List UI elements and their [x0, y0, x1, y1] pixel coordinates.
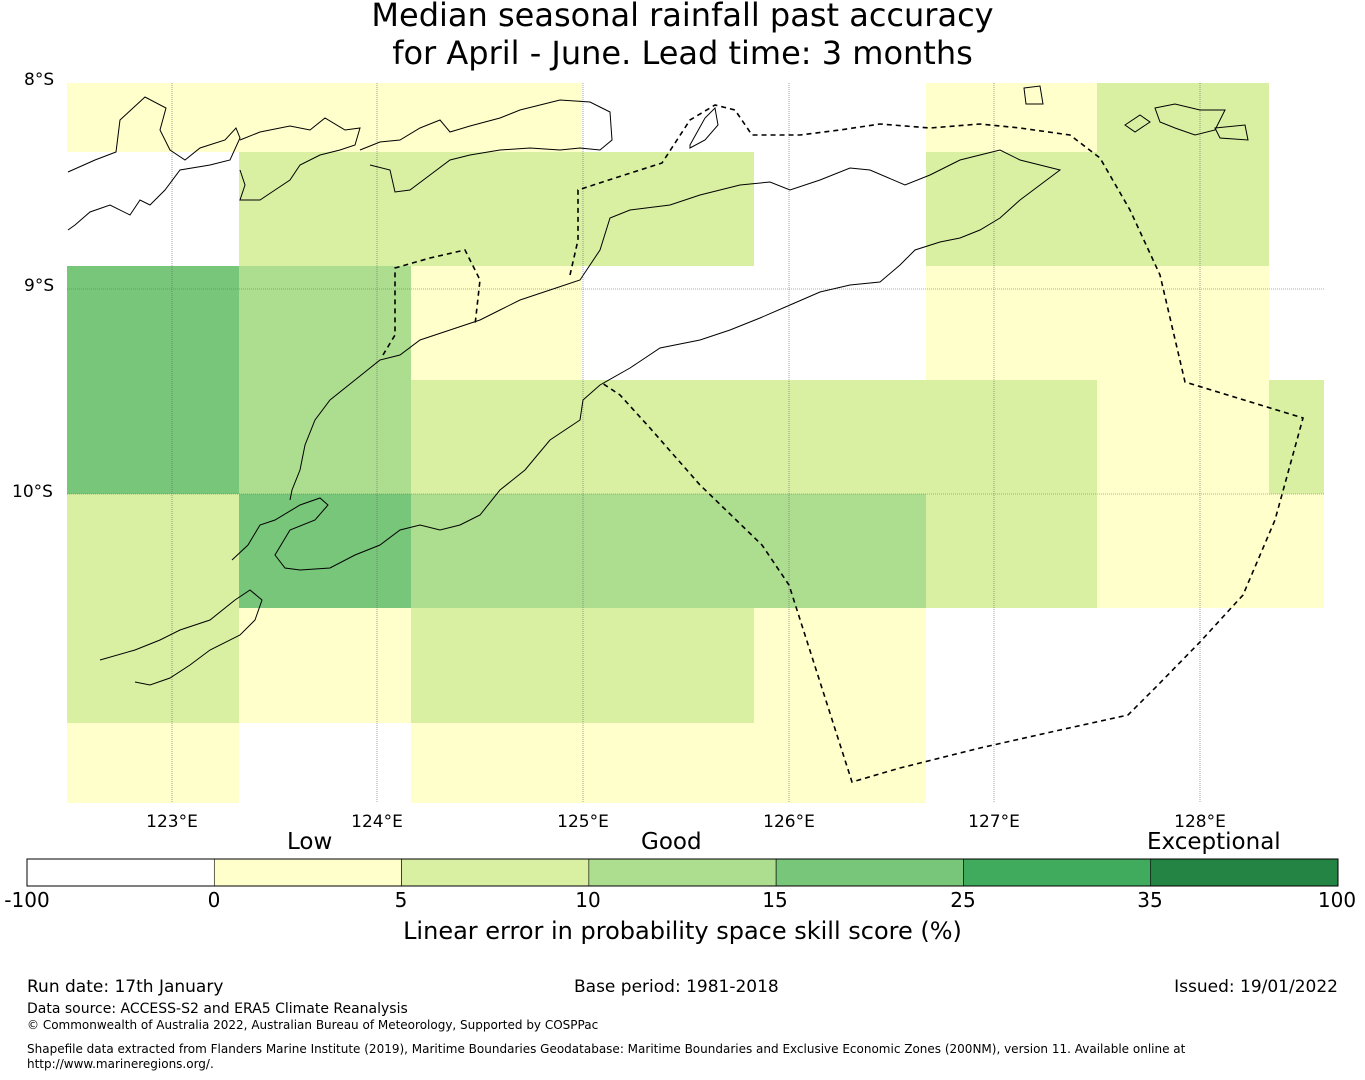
colorbar-segment: [775, 858, 964, 887]
coastline-small-island: [1023, 85, 1044, 105]
skill-cell: [1097, 152, 1269, 266]
skill-cell: [1097, 380, 1269, 494]
coastline-alor: [239, 117, 361, 201]
skill-cell: [1097, 266, 1269, 380]
skill-cell: [1097, 83, 1269, 152]
lat-label-10s: 10°S: [12, 482, 53, 502]
shapefile-url: http://www.marineregions.org/.: [27, 1057, 214, 1071]
skill-cell: [754, 494, 926, 608]
coastline-moa: [1154, 103, 1226, 136]
coastline-leti: [1124, 114, 1151, 133]
colorbar-segment: [963, 858, 1152, 887]
coastline-atauro: [689, 106, 719, 149]
skill-cell: [582, 723, 754, 803]
colorbar-tick: 0: [207, 888, 221, 912]
skill-cell: [67, 266, 239, 380]
colorbar-segment: [213, 858, 402, 887]
colorbar-title: Linear error in probability space skill …: [403, 917, 962, 945]
skill-cell: [411, 494, 582, 608]
skill-cell: [926, 83, 1097, 152]
graticule: [67, 83, 1324, 803]
lat-label-9s: 9°S: [24, 276, 55, 296]
skill-grid-cells: [67, 83, 1324, 803]
skill-cell: [411, 723, 582, 803]
coastline-rote: [99, 589, 263, 686]
skill-cell: [1269, 494, 1324, 608]
coastline-timor: [231, 149, 1062, 571]
colorbar-tick: 35: [1137, 888, 1163, 912]
skill-cell: [411, 152, 582, 266]
skill-cell: [1097, 494, 1269, 608]
lon-label-125e: 125°E: [557, 812, 609, 832]
skill-cell: [582, 608, 754, 723]
colorbar-tick: 25: [950, 888, 976, 912]
skill-cell: [926, 152, 1097, 266]
skill-cell: [67, 83, 239, 152]
coastlines: [67, 85, 1249, 686]
colorbar-tick: 15: [762, 888, 788, 912]
skill-cell: [582, 494, 754, 608]
skill-cell: [67, 494, 239, 608]
skill-cell: [67, 380, 239, 494]
lon-label-127e: 127°E: [968, 812, 1020, 832]
issued-date: Issued: 19/01/2022: [1174, 977, 1338, 997]
colorbar: [26, 858, 1339, 887]
skill-cell: [754, 380, 926, 494]
colorbar-segment: [401, 858, 590, 887]
skill-cell: [239, 494, 411, 608]
base-period: Base period: 1981-2018: [574, 977, 779, 997]
colorbar-tick: -100: [4, 888, 50, 912]
title-line-2: for April - June. Lead time: 3 months: [392, 34, 973, 72]
lon-label-128e: 128°E: [1174, 812, 1226, 832]
skill-cell: [1269, 380, 1324, 494]
colorbar-tick: 5: [394, 888, 408, 912]
colorbar-tick: 10: [575, 888, 601, 912]
colorbar-segment: [588, 858, 777, 887]
run-date: Run date: 17th January: [27, 977, 224, 997]
category-label-good: Good: [641, 829, 702, 855]
skill-cell: [411, 83, 582, 152]
skill-cell: [411, 380, 582, 494]
colorbar-segment: [1150, 858, 1339, 887]
skill-cell: [239, 608, 411, 723]
skill-cell: [582, 152, 754, 266]
skill-cell: [411, 608, 582, 723]
skill-cell: [926, 266, 1097, 380]
skill-cell: [754, 608, 926, 723]
lon-label-123e: 123°E: [146, 812, 198, 832]
coastline-flores-alor: [67, 96, 241, 231]
colorbar-segment: [26, 858, 215, 887]
skill-cell: [582, 380, 754, 494]
title-line-1: Median seasonal rainfall past accuracy: [371, 0, 994, 34]
category-label-exceptional: Exceptional: [1147, 829, 1281, 855]
colorbar-tick: 100: [1317, 888, 1357, 912]
skill-cell: [754, 723, 926, 803]
data-source: Data source: ACCESS-S2 and ERA5 Climate …: [27, 1001, 408, 1017]
skill-cell: [239, 266, 411, 380]
colorbar-outline: [26, 858, 1339, 887]
lon-label-126e: 126°E: [763, 812, 815, 832]
category-label-low: Low: [287, 829, 333, 855]
shapefile-credit: Shapefile data extracted from Flanders M…: [27, 1042, 1186, 1056]
skill-cell: [67, 608, 239, 723]
map-title: Median seasonal rainfall past accuracy f…: [0, 0, 1365, 72]
skill-cell: [926, 494, 1097, 608]
eez-boundary: [382, 104, 1304, 783]
copyright-notice: © Commonwealth of Australia 2022, Austra…: [27, 1018, 599, 1032]
skill-cell: [411, 266, 582, 380]
skill-cell: [67, 723, 239, 803]
lon-label-124e: 124°E: [351, 812, 403, 832]
coastline-wetar: [359, 99, 613, 193]
coastline-lakor: [1214, 124, 1249, 141]
skill-cell: [926, 380, 1097, 494]
skill-cell: [239, 152, 411, 266]
lat-label-8s: 8°S: [24, 70, 55, 90]
skill-cell: [239, 380, 411, 494]
